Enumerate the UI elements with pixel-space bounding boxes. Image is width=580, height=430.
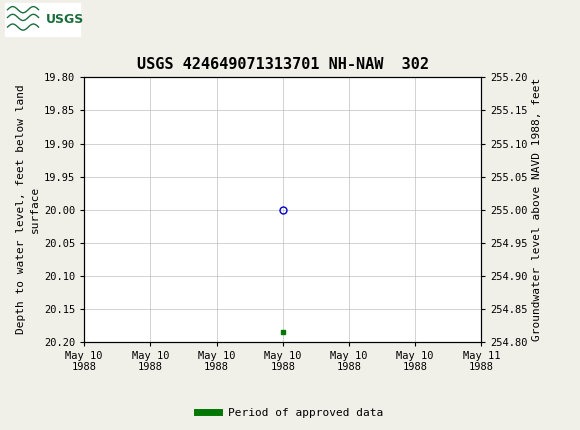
FancyBboxPatch shape xyxy=(5,3,80,36)
Title: USGS 424649071313701 NH-NAW  302: USGS 424649071313701 NH-NAW 302 xyxy=(137,57,429,72)
Legend: Period of approved data: Period of approved data xyxy=(193,403,387,422)
Y-axis label: Depth to water level, feet below land
surface: Depth to water level, feet below land su… xyxy=(16,85,39,335)
Text: USGS: USGS xyxy=(46,13,84,26)
Y-axis label: Groundwater level above NAVD 1988, feet: Groundwater level above NAVD 1988, feet xyxy=(532,78,542,341)
